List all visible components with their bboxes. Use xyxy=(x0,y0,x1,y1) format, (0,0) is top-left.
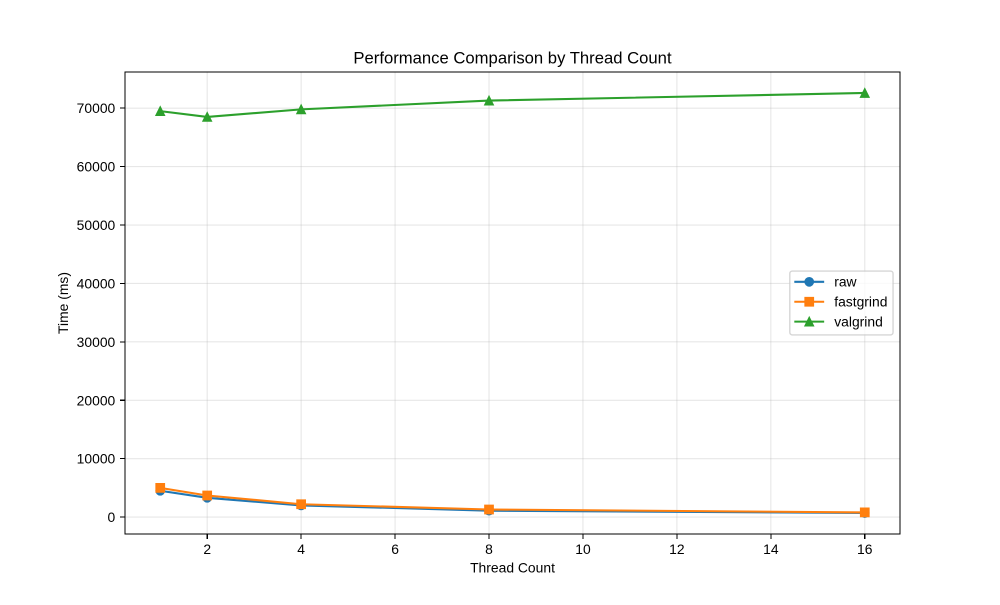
svg-text:Time (ms): Time (ms) xyxy=(55,272,71,334)
svg-text:70000: 70000 xyxy=(77,100,116,116)
svg-text:12: 12 xyxy=(669,541,685,557)
svg-text:10: 10 xyxy=(575,541,591,557)
svg-text:4: 4 xyxy=(297,541,305,557)
svg-text:fastgrind: fastgrind xyxy=(834,294,887,310)
svg-text:60000: 60000 xyxy=(77,159,116,175)
svg-text:16: 16 xyxy=(857,541,873,557)
svg-text:10000: 10000 xyxy=(77,451,116,467)
svg-text:Thread Count: Thread Count xyxy=(470,559,555,575)
svg-text:50000: 50000 xyxy=(77,217,116,233)
svg-text:40000: 40000 xyxy=(77,275,116,291)
svg-text:raw: raw xyxy=(834,274,857,290)
svg-text:Performance Comparison by Thre: Performance Comparison by Thread Count xyxy=(353,49,672,68)
svg-text:8: 8 xyxy=(485,541,493,557)
svg-text:0: 0 xyxy=(108,509,116,525)
svg-text:2: 2 xyxy=(203,541,211,557)
svg-text:30000: 30000 xyxy=(77,334,116,350)
svg-text:20000: 20000 xyxy=(77,392,116,408)
svg-text:6: 6 xyxy=(391,541,399,557)
svg-text:14: 14 xyxy=(763,541,779,557)
svg-text:valgrind: valgrind xyxy=(834,313,883,329)
